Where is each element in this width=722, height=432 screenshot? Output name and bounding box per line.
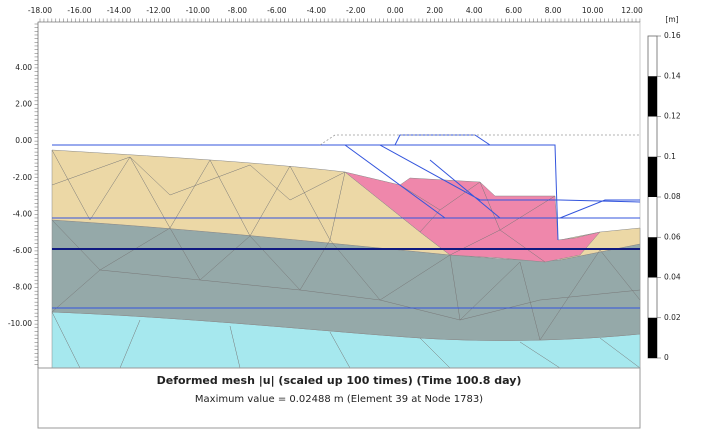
- x-tick-label: 6.00: [505, 6, 522, 15]
- caption-title: Deformed mesh |u| (scaled up 100 times) …: [157, 374, 522, 387]
- structure-lines: [52, 134, 641, 309]
- x-tick-label: 4.00: [466, 6, 483, 15]
- x-tick-label: -14.00: [107, 6, 131, 15]
- x-tick-label: -6.00: [267, 6, 287, 15]
- x-tick-label: 8.00: [545, 6, 562, 15]
- x-tick-label: 10.00: [582, 6, 604, 15]
- legend-unit: [m]: [665, 15, 678, 24]
- x-tick-label: -18.00: [28, 6, 52, 15]
- x-tick-label: 12.00: [621, 6, 643, 15]
- original-outline: [319, 134, 640, 146]
- x-tick-label: -10.00: [186, 6, 210, 15]
- legend-label: 0.16: [664, 31, 681, 40]
- y-tick-label: -10.00: [8, 319, 32, 328]
- legend-label: 0: [664, 353, 669, 362]
- y-tick-label: 0.00: [15, 136, 32, 145]
- legend-segment: [648, 317, 657, 358]
- x-tick-label: -12.00: [146, 6, 170, 15]
- y-tick-label: 4.00: [15, 63, 32, 72]
- legend-label: 0.04: [664, 273, 681, 282]
- x-tick-label: -16.00: [67, 6, 91, 15]
- legend-label: 0.1: [664, 152, 676, 161]
- legend-label: 0.12: [664, 112, 681, 121]
- x-tick-label: -8.00: [228, 6, 248, 15]
- mesh-lines: [51, 149, 641, 369]
- y-tick-label: -2.00: [13, 173, 33, 182]
- x-tick-label: -4.00: [307, 6, 327, 15]
- legend-label: 0.14: [664, 71, 681, 80]
- legend-label: 0.08: [664, 192, 681, 201]
- legend-label: 0.02: [664, 313, 681, 322]
- y-tick-label: -8.00: [13, 283, 33, 292]
- legend-segment: [648, 156, 657, 197]
- caption-subtitle: Maximum value = 0.02488 m (Element 39 at…: [195, 394, 483, 405]
- y-tick-label: 2.00: [15, 100, 32, 109]
- y-tick-label: -4.00: [13, 209, 33, 218]
- y-tick-label: -6.00: [13, 246, 33, 255]
- x-tick-label: 2.00: [426, 6, 443, 15]
- legend-segment: [648, 76, 657, 117]
- legend-label: 0.06: [664, 232, 681, 241]
- soil-cluster: [344, 171, 601, 263]
- x-tick-label: 0.00: [387, 6, 404, 15]
- legend-segment: [648, 237, 657, 278]
- caption-box: [37, 367, 641, 429]
- x-tick-label: -2.00: [346, 6, 366, 15]
